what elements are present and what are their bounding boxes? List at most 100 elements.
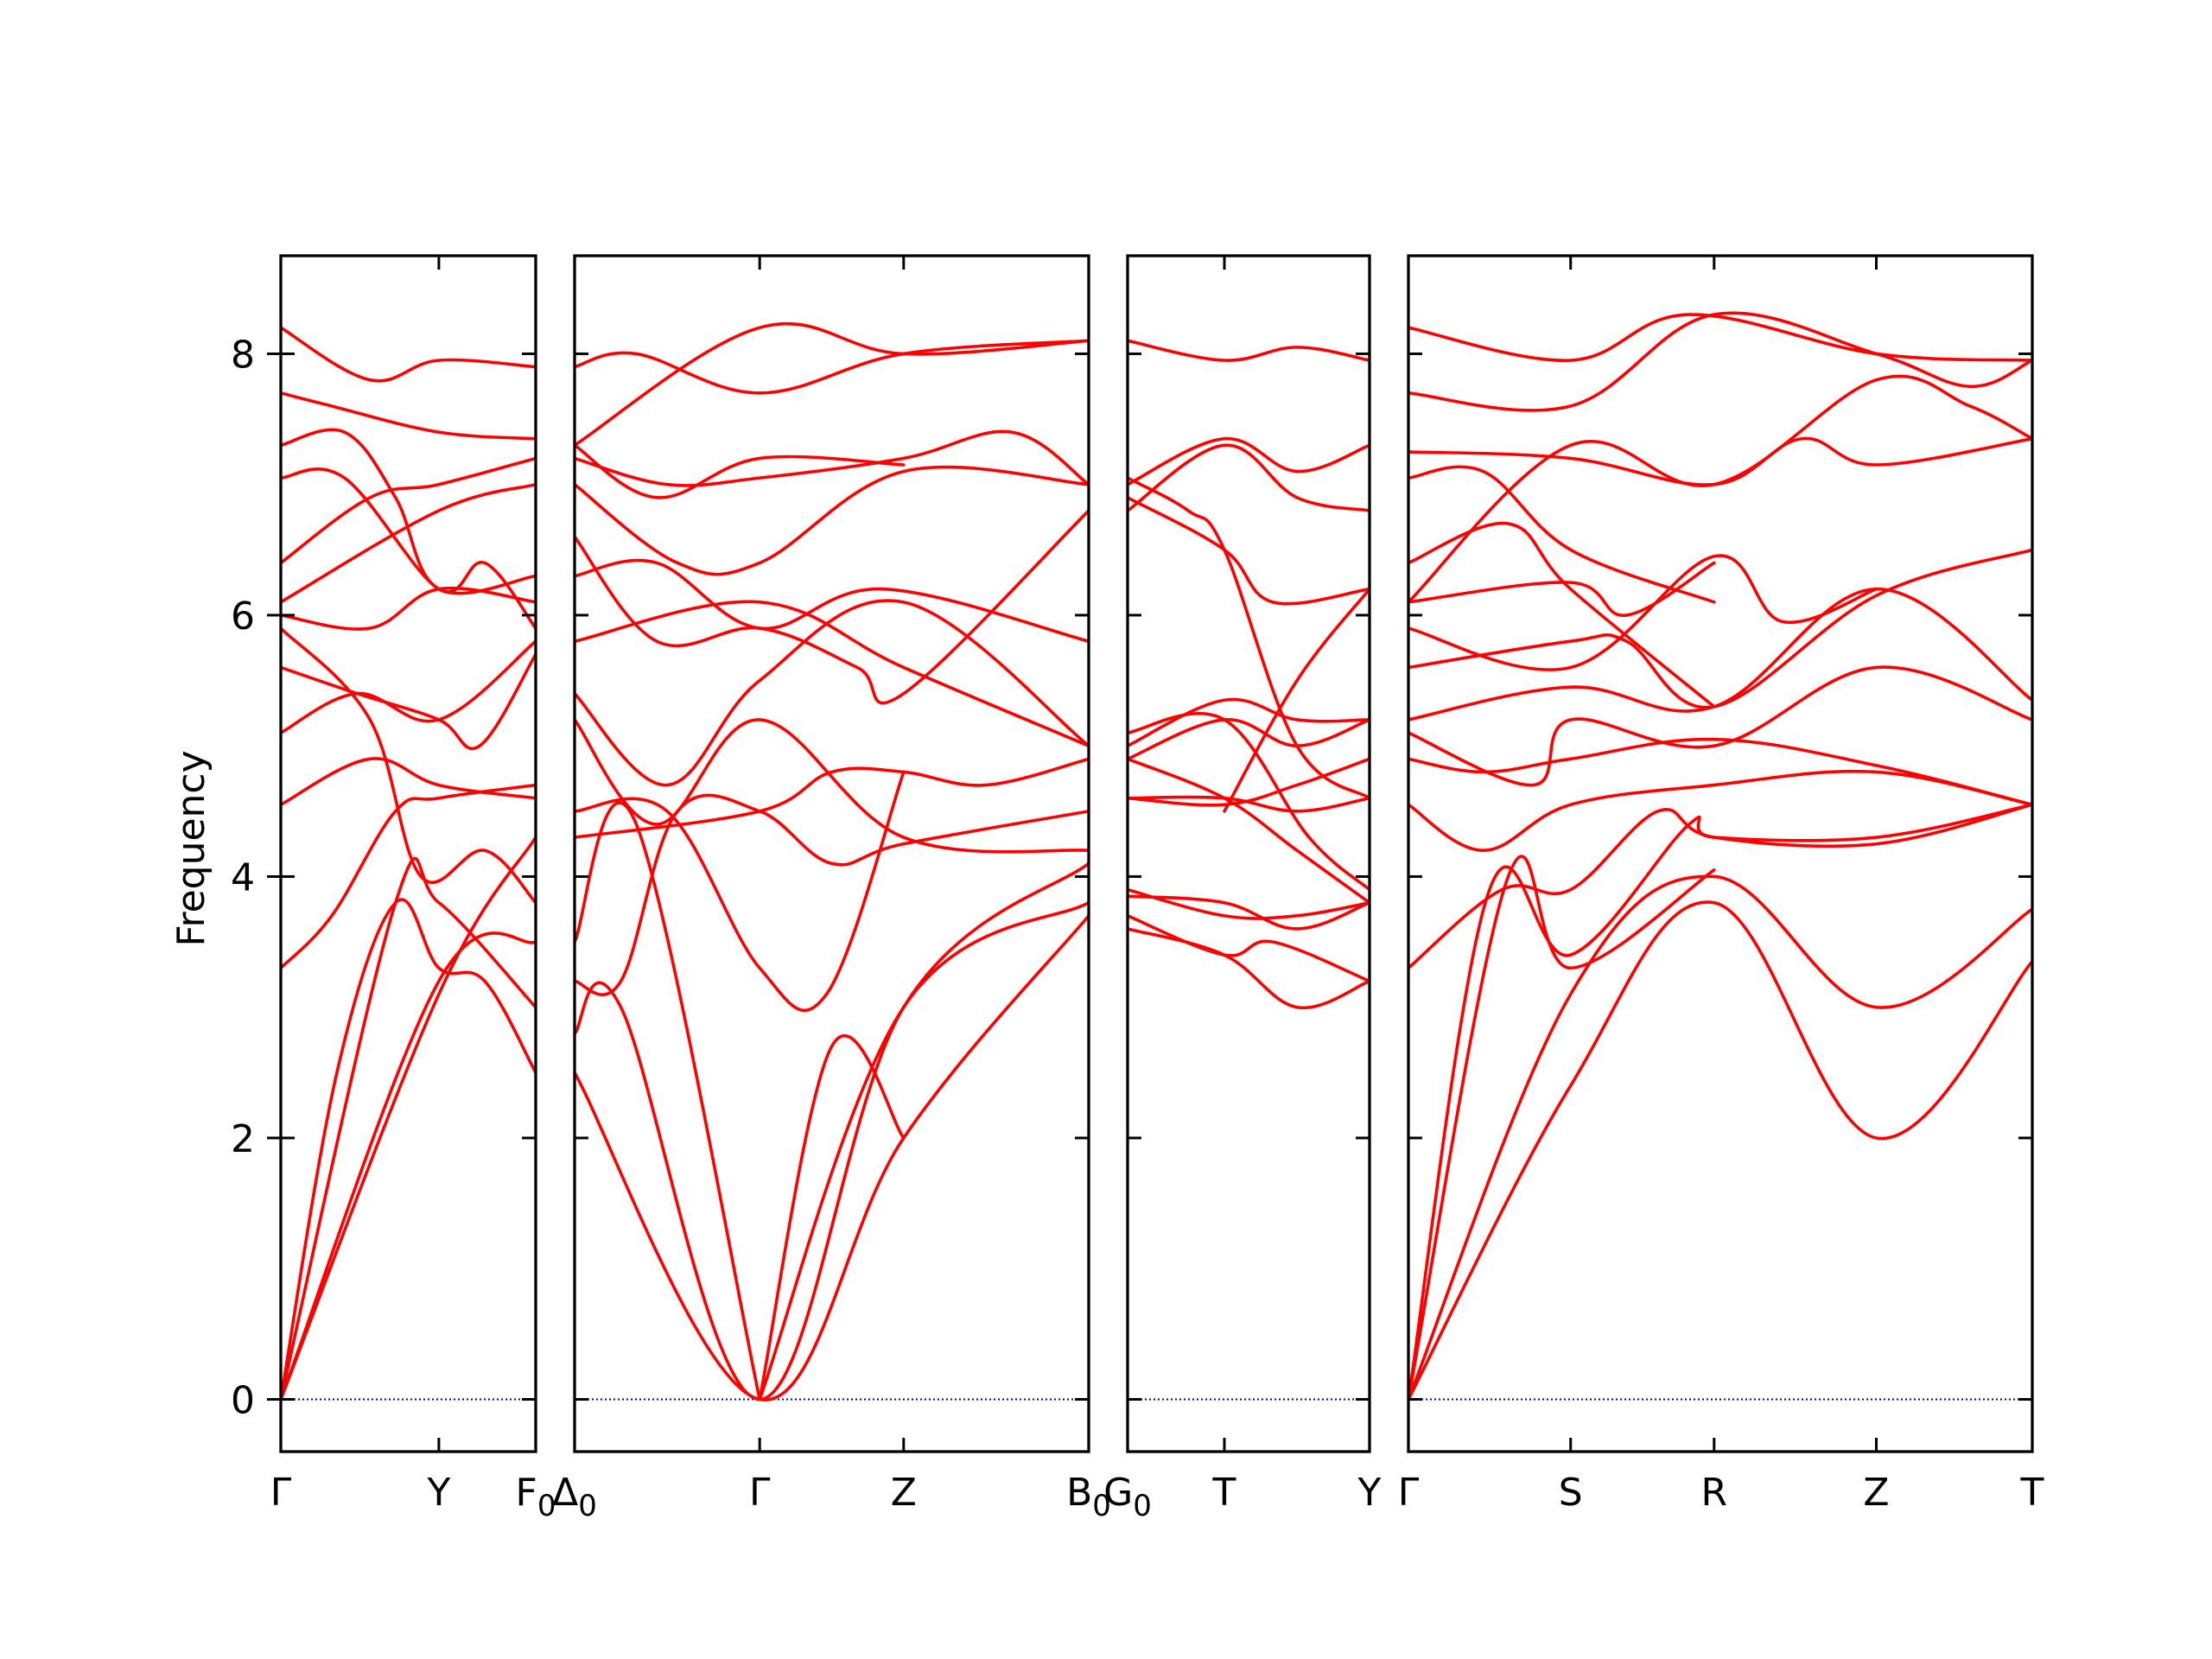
x-tick-label: Z [891,1471,917,1515]
x-tick-label: Y [1357,1471,1382,1515]
band-line-2 [575,861,1089,1402]
band-line-18 [575,339,1089,395]
band-line-10 [575,599,1089,787]
panel-frame [279,254,537,1453]
x-tick-label: Z [1863,1471,1889,1515]
band-line-8 [1128,697,1370,748]
band-line-13 [575,509,1089,705]
y-tick-label: 8 [231,333,255,377]
x-tick-label: Y [426,1471,450,1515]
band-line-12 [575,558,1089,644]
band-line-3 [1408,855,1716,1402]
band-line-10 [281,586,536,631]
panel-frame [573,254,1090,1453]
band-line-1 [1128,927,1370,1010]
band-line-1 [281,836,536,1402]
band-line-3 [1128,887,1370,920]
band-line-10 [1128,711,1370,892]
y-tick-label: 6 [231,594,255,639]
x-tick-label: Γ [749,1471,771,1515]
band-line-9 [1408,587,2032,721]
band-line-8 [575,770,906,1013]
band-line-7 [1128,718,1370,761]
x-tick-label: Γ [270,1471,292,1515]
bands [1408,311,2032,1402]
band-line-13 [1128,443,1370,512]
panel-2: Δ0 Γ Z B0 [552,254,1111,1523]
band-line-15 [1128,339,1370,362]
bands [1128,339,1370,1010]
band-line-7 [281,639,536,734]
bands [575,321,1089,1402]
band-line-14 [1408,465,1716,604]
bands [281,326,536,1402]
band-line-15 [1408,436,2032,486]
band-line-9 [1128,757,1370,905]
y-tick-labels: 0 2 4 6 8 [231,333,281,1422]
x-tick-label: T [2020,1471,2044,1515]
band-line-5 [281,783,536,970]
band-line-6 [281,757,536,807]
band-line-3 [281,856,536,1402]
band-line-16 [281,326,536,383]
band-line-11 [575,600,1089,748]
band-line-7 [575,757,1089,839]
band-line-8 [281,652,536,751]
band-line-4 [1408,803,2032,1402]
y-tick-label: 2 [231,1117,255,1161]
band-line-2 [1408,874,2032,1402]
band-line-5 [1128,795,1370,813]
band-line-4 [758,1034,906,1402]
band-line-1 [1408,900,2032,1402]
band-line-14 [281,428,536,595]
x-tick-label: G0 [1103,1471,1152,1523]
band-line-10 [1408,548,2032,709]
x-tick-label: F0 [516,1471,556,1523]
x-tick-label: R [1700,1471,1727,1515]
band-line-16 [1223,587,1370,813]
band-line-17 [1408,311,2032,412]
band-line-15 [281,391,536,441]
band-line-18 [1408,313,2032,362]
x-tick-label: B0 [1066,1471,1111,1523]
band-line-12 [1128,476,1370,800]
x-tick-label: T [1212,1471,1236,1515]
band-line-12 [281,456,536,565]
panel-frame [1126,254,1371,1453]
band-line-5 [758,900,1089,1402]
panel-frame [1407,254,2034,1453]
band-line-16 [575,443,906,499]
x-tick-label: S [1559,1471,1583,1515]
band-line-3 [575,801,761,1402]
x-tick-label: Γ [1398,1471,1420,1515]
panel-1: Γ Y F0 [270,254,556,1523]
band-line-6 [1128,757,1370,807]
band-line-11 [281,482,536,604]
x-tick-label: Δ0 [552,1471,597,1523]
band-line-15 [575,429,1089,487]
band-line-13 [1408,521,1716,709]
band-line-8 [1408,665,2032,787]
band-line-6 [1408,769,2032,853]
band-line-2 [1128,914,1370,983]
y-axis-label: Frequency [169,750,213,946]
band-line-17 [575,321,1089,448]
band-line-11 [1128,496,1370,606]
band-line-1 [575,914,1089,1402]
band-line-12 [1408,561,1716,617]
panel-3: G0 T Y [1103,254,1382,1523]
band-line-2 [281,931,536,1402]
band-line-14 [1128,436,1370,486]
band-line-9 [575,718,1089,854]
band-line-9 [281,626,536,905]
band-line-7 [1408,737,2032,807]
y-tick-label: 0 [231,1378,255,1422]
band-line-4 [281,898,536,1402]
band-line-14 [575,465,1089,576]
y-tick-label: 4 [231,855,255,899]
band-line-5 [1408,803,2032,970]
band-line-16 [1408,374,2032,604]
